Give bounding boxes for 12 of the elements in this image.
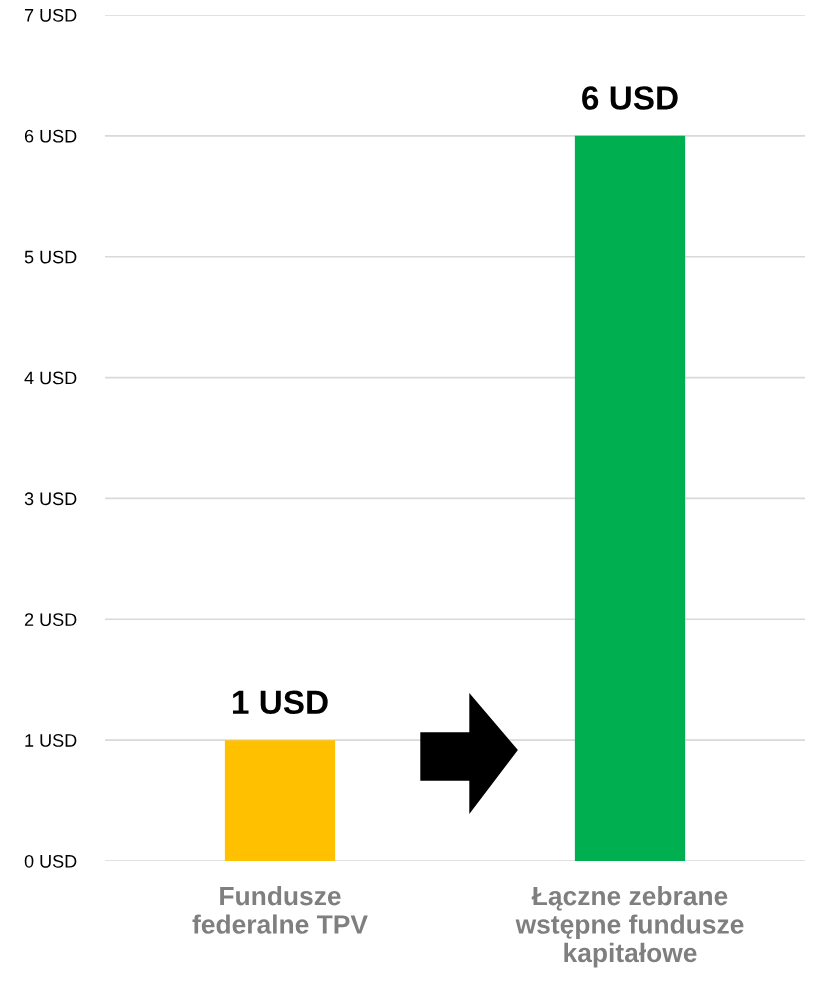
y-tick-label: 0 USD	[24, 854, 77, 868]
data-label: 6 USD	[582, 86, 678, 110]
x-tick-label: Fundusze federalne TPV	[192, 886, 368, 934]
y-tick-label: 3 USD	[24, 492, 77, 506]
y-tick-label: 4 USD	[24, 371, 77, 385]
y-tick-label: 7 USD	[24, 8, 77, 22]
y-tick-label: 5 USD	[24, 250, 77, 264]
y-tick-label: 6 USD	[24, 129, 77, 143]
x-tick-label: Łączne zebrane wstępne fundusze kapitałowe	[515, 886, 744, 968]
y-tick-label: 1 USD	[25, 734, 77, 747]
data-label: 1 USD	[233, 690, 328, 715]
y-tick-label: 2 USD	[24, 613, 77, 627]
